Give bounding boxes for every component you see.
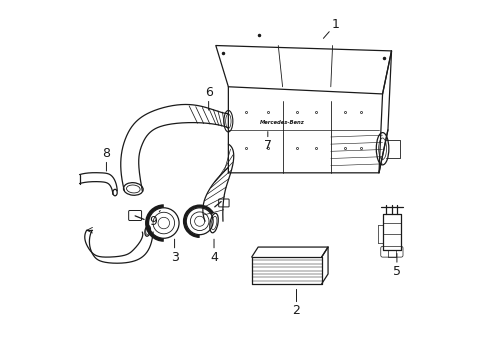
Text: 2: 2	[292, 289, 300, 318]
Text: 4: 4	[210, 239, 218, 264]
Text: Mercedes-Benz: Mercedes-Benz	[260, 120, 305, 125]
FancyBboxPatch shape	[128, 211, 142, 221]
Text: 9: 9	[149, 211, 160, 228]
Text: 1: 1	[323, 18, 339, 39]
Text: 8: 8	[102, 147, 110, 171]
FancyBboxPatch shape	[218, 199, 228, 207]
Text: 5: 5	[392, 253, 400, 278]
Text: 3: 3	[170, 239, 178, 264]
Text: 7: 7	[263, 132, 271, 152]
Text: 6: 6	[204, 86, 212, 110]
